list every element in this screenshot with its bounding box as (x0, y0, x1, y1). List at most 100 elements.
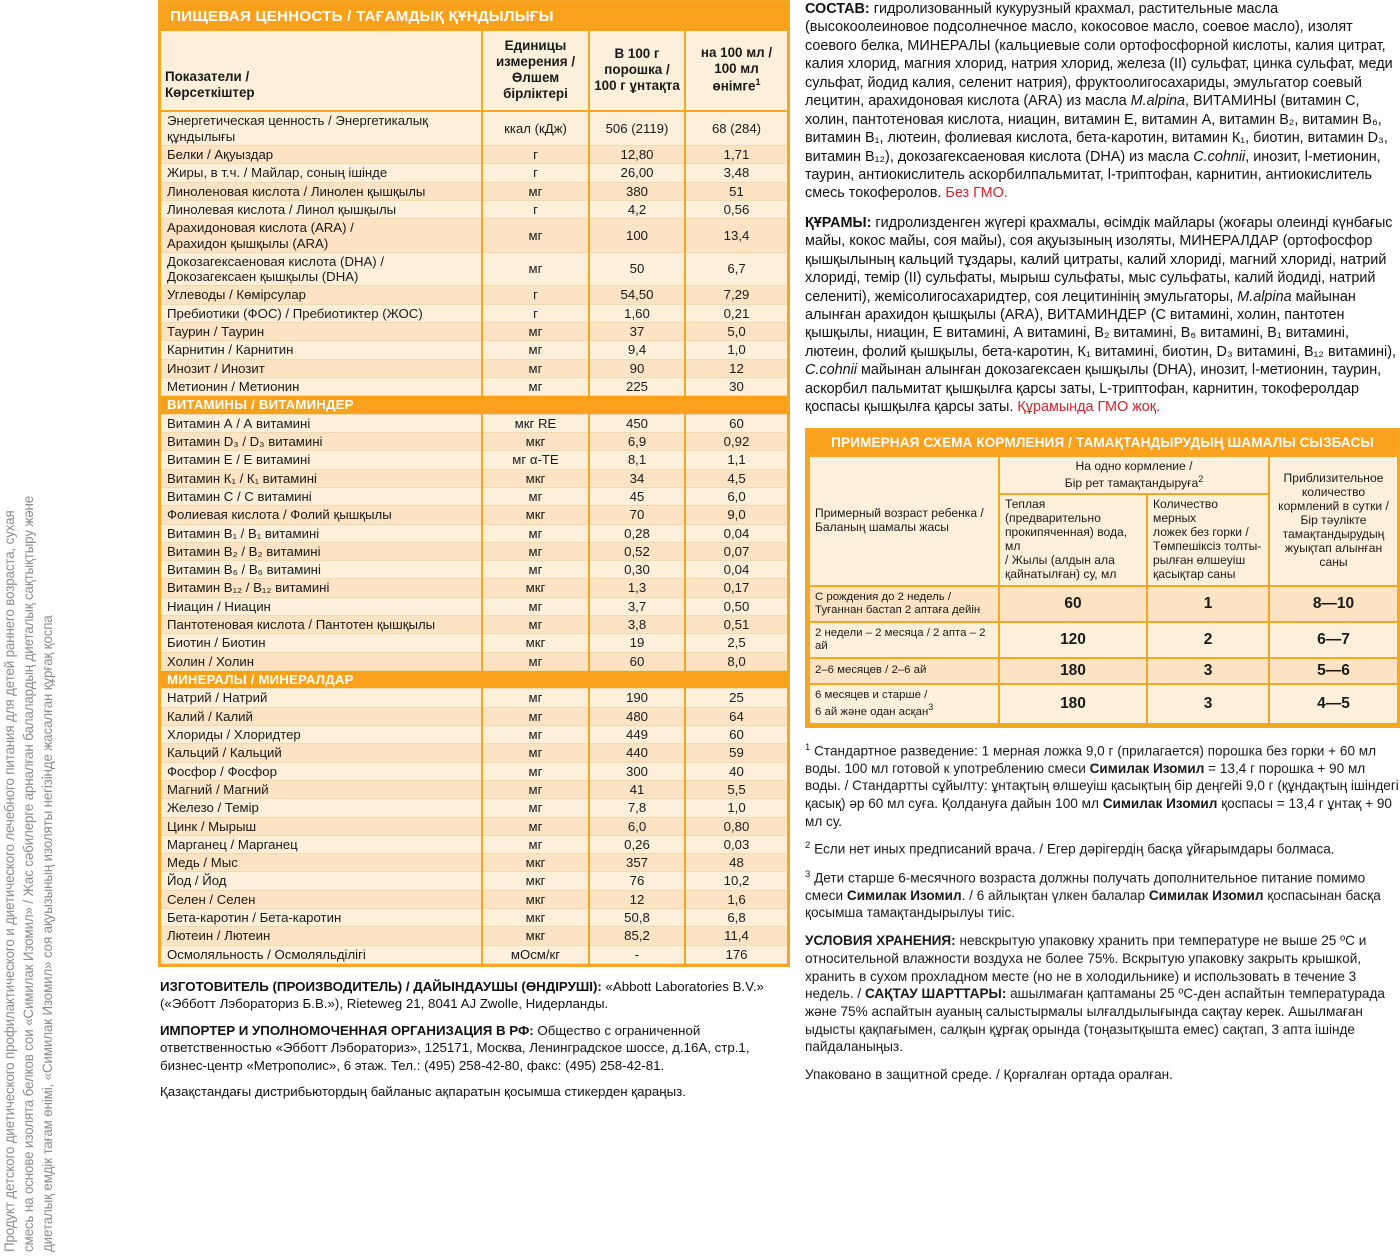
nutrition-row-per-100ml: 11,4 (685, 926, 787, 946)
nutrition-row-per-100g: 90 (589, 359, 686, 379)
nutrition-row-label: Метионин / Метионин (161, 377, 483, 397)
nutrition-row-per-100g: 8,1 (589, 450, 686, 470)
nutrition-row-per-100ml: 12 (685, 359, 787, 379)
nutrition-row-per-100ml: 0,92 (685, 432, 787, 452)
nutrition-row-unit: мг (482, 688, 590, 708)
packed-note: Упаковано в защитной среде. / Қорғалған … (805, 1066, 1173, 1082)
ingredients-kk-text-2: майынан алынған арахидон қышқылы (ARA), … (805, 288, 1396, 360)
nutrition-row: Натрий / Натрий мг 190 25 (161, 688, 787, 708)
nutrition-row-per-100g: 85,2 (589, 926, 686, 946)
footnote-2-marker: 2 (805, 840, 811, 852)
importer-heading: ИМПОРТЕР И УПОЛНОМОЧЕННАЯ ОРГАНИЗАЦИЯ В … (160, 1022, 534, 1038)
feeding-header-age: Примерный возраст ребенка / Баланың шама… (808, 454, 1000, 587)
nutrition-row-unit: мкг (482, 432, 590, 452)
nutrition-row-unit: мкг (482, 908, 590, 928)
nutrition-table: Показатели / Көрсеткіштер Единицы измере… (161, 31, 787, 965)
nutrition-row-label: Железо / Темір (161, 798, 483, 818)
nutrition-row-per-100ml: 1,6 (685, 890, 787, 910)
nutrition-row-label: Витамин А / А витаминi (161, 414, 483, 433)
nutrition-row-label: Витамин Е / Е витаминi (161, 450, 483, 470)
nutrition-row-per-100ml: 0,04 (685, 560, 787, 580)
nutrition-row: Магний / Магний мг 41 5,5 (161, 780, 787, 800)
nutrition-row: Цинк / Мырыш мг 6,0 0,80 (161, 817, 787, 836)
nutrition-row-unit: мкг (482, 871, 590, 891)
nutrition-row-label: Инозит / Инозит (161, 359, 483, 379)
product-name-4: Симилак Изомил (1148, 887, 1264, 903)
nutrition-band-title: ПИЩЕВАЯ ЦЕННОСТЬ / ТАҒАМДЫҚ ҚҰНДЫЛЫҒЫ (161, 3, 787, 31)
footnote-3: 3 Дети старше 6-месячного возраста должн… (805, 868, 1381, 921)
nutrition-row-per-100g: 6,9 (589, 432, 686, 452)
nutrition-row: Хлориды / Хлоридтер мг 449 60 (161, 725, 787, 745)
nutrition-row-unit: мг (482, 615, 590, 635)
feeding-row: 2–6 месяцев / 2–6 ай 180 3 5—6 (808, 656, 1399, 685)
nutrition-row-per-100g: 480 (589, 707, 686, 726)
product-name-1: Симилак Изомил (1089, 760, 1205, 776)
nutrition-row-unit: мг (482, 835, 590, 855)
feeding-row: 6 месяцев и старше /6 ай және одан асқан… (808, 682, 1399, 725)
nutrition-row-label: Натрий / Натрий (161, 688, 483, 708)
nutrition-row: Витамин С / С витаминi мг 45 6,0 (161, 487, 787, 507)
product-name-2: Симилак Изомил (1102, 796, 1218, 812)
nutrition-column: ПИЩЕВАЯ ЦЕННОСТЬ / ТАҒАМДЫҚ ҚҰНДЫЛЫҒЫ По… (158, 0, 790, 1109)
nutrition-row-per-100ml: 1,71 (685, 145, 787, 165)
nutrition-row-per-100g: 3,8 (589, 615, 686, 635)
nutrition-row-per-100g: 190 (589, 688, 686, 708)
nutrition-row-per-100g: 0,26 (589, 835, 686, 855)
nutrition-row-label: Жиры, в т.ч. / Майлар, соның ішінде (161, 163, 483, 183)
nutrition-row-unit: мг (482, 707, 590, 726)
nutrition-row-label: Бета-каротин / Бета-каротин (161, 908, 483, 928)
nutrition-row-per-100ml: 0,03 (685, 835, 787, 855)
nutrition-row-label: Витамин В₁ / В₁ витаминi (161, 524, 483, 543)
nutrition-row-unit: г (482, 163, 590, 183)
feeding-row-water: 120 (998, 620, 1148, 659)
nutrition-row-unit: мг (482, 218, 590, 253)
nutrition-row: Осмоляльность / Осмоляльділігі мОсм/кг -17… (161, 945, 787, 965)
nutrition-row-label: Линоленовая кислота / Линолен қышқылы (161, 182, 483, 201)
nutrition-row-per-100ml: 0,56 (685, 200, 787, 220)
info-column: СОСТАВ: гидролизованный кукурузный крахм… (805, 0, 1400, 1094)
nutrition-row-per-100ml: 10,2 (685, 871, 787, 891)
ingredients-ru-text-1: гидролизованный кукурузный крахмал, раст… (805, 1, 1393, 110)
footnote-2: 2 Если нет иных предписаний врача. / Еге… (805, 840, 1335, 857)
footnote-3-marker: 3 (805, 868, 811, 880)
nutrition-row: Биотин / Биотин мкг 19 2,5 (161, 633, 787, 653)
nutrition-row-unit: мг (482, 377, 590, 397)
vertical-text-line-1: Продукт детского диетического профилакти… (2, 510, 17, 1252)
nutrition-row-per-100ml: 5,5 (685, 780, 787, 800)
nutrition-row-per-100g: 70 (589, 505, 686, 525)
nutrition-row-per-100g: 19 (589, 633, 686, 653)
nutrition-row-unit: мг (482, 542, 590, 562)
nutrition-header-units: Единицы измерения / Өлшем бірліктері (482, 31, 590, 113)
manufacturer-address: «Abbott Laboratories B.V.» («Эбботт Лэбо… (160, 979, 764, 1012)
nutrition-row-per-100ml: 176 (685, 945, 787, 965)
nutrition-row-label: Осмоляльность / Осмоляльділігі (161, 945, 483, 965)
nutrition-row-per-100g: 0,52 (589, 542, 686, 562)
nutrition-row-unit: г (482, 285, 590, 305)
nutrition-row-per-100g: 45 (589, 487, 686, 507)
nutrition-row-per-100ml: 40 (685, 762, 787, 781)
nutrition-row: Белки / Ақуыздар г 12,80 1,71 (161, 145, 787, 165)
nutrition-header-indicator: Показатели / Көрсеткіштер (161, 31, 483, 113)
nutrition-row-per-100ml: 2,5 (685, 633, 787, 653)
ingredients-kk-text-1: гидролизденген жүгері крахмалы, өсімдік … (805, 214, 1393, 305)
ingredients-ru-heading: СОСТАВ: (805, 1, 870, 17)
nutrition-row-per-100g: 50,8 (589, 908, 686, 928)
nutrition-row-per-100ml: 60 (685, 414, 787, 433)
ingredients-ru-text-2: , ВИТАМИНЫ (витамин С, холин, пантотенов… (805, 93, 1388, 165)
nutrition-row-per-100g: 12 (589, 890, 686, 910)
nutrition-header-row: Показатели / Көрсеткіштер Единицы измере… (161, 31, 787, 113)
feeding-row-per-day: 6—7 (1268, 620, 1399, 659)
nutrition-row-per-100ml: 7,29 (685, 285, 787, 305)
nutrition-row-per-100g: 1,60 (589, 304, 686, 324)
nutrition-row: Фолиевая кислота / Фолий қышқылы мкг 70 9,0 (161, 505, 787, 525)
gmo-free-badge-ru: Без ГМО. (945, 185, 1008, 202)
manufacturer-heading: ИЗГОТОВИТЕЛЬ (ПРОИЗВОДИТЕЛЬ) / ДАЙЫНДАУШ… (160, 979, 602, 994)
feeding-row-scoops: 3 (1146, 682, 1270, 725)
nutrition-row-label: Ниацин / Ниацин (161, 597, 483, 617)
nutrition-row-per-100ml: 60 (685, 725, 787, 745)
nutrition-row-unit: г (482, 145, 590, 165)
distributor-note: Қазақстандағы дистрибьютордың байланыс а… (160, 1084, 686, 1100)
nutrition-row-label: Белки / Ақуыздар (161, 145, 483, 165)
nutrition-row-label: Энергетическая ценность / Энергетикалық … (161, 111, 483, 146)
nutrition-row-unit: мг (482, 182, 590, 201)
